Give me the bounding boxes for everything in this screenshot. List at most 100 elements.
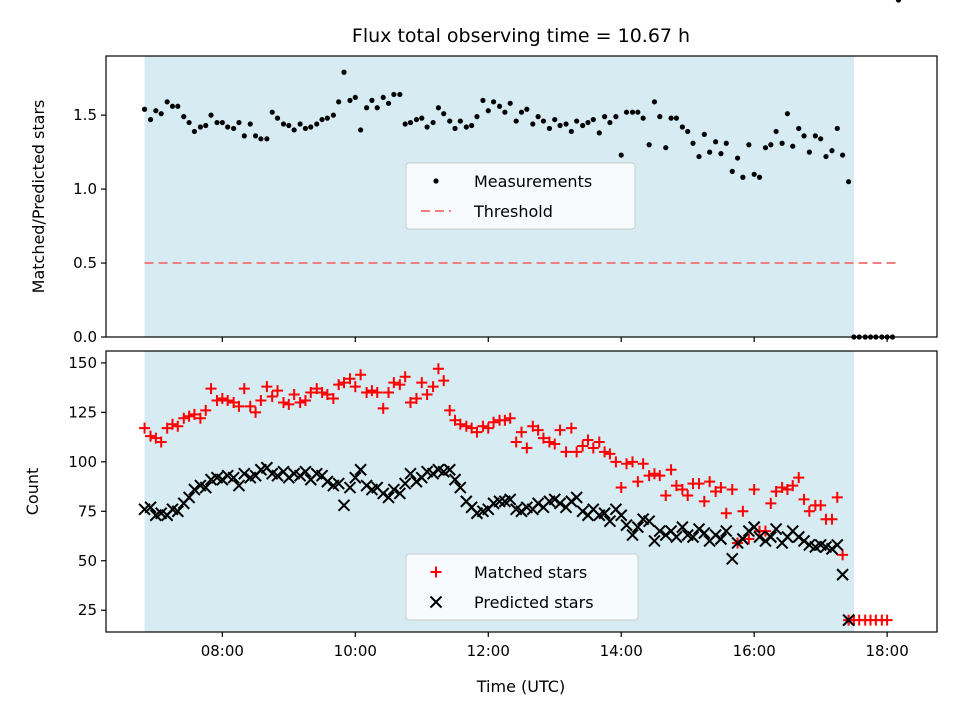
data-point	[643, 470, 655, 482]
data-point	[653, 524, 666, 538]
data-point	[430, 119, 436, 126]
data-point	[582, 434, 594, 446]
data-point	[543, 436, 555, 448]
data-point	[668, 115, 674, 121]
data-point	[629, 109, 636, 115]
data-point	[344, 373, 356, 385]
data-point	[231, 125, 237, 132]
data-point	[211, 394, 223, 406]
data-point	[280, 121, 287, 127]
data-point	[158, 111, 164, 117]
data-point	[704, 476, 716, 488]
data-point	[343, 481, 357, 494]
data-point	[399, 371, 411, 383]
data-point	[355, 369, 367, 381]
data-point	[435, 105, 441, 111]
data-point	[233, 400, 245, 412]
y-tick-label: 150	[68, 354, 97, 372]
data-point	[272, 385, 284, 397]
data-point	[299, 394, 311, 406]
data-point	[302, 125, 309, 132]
data-point	[530, 121, 536, 127]
y-tick-label: 0.0	[73, 328, 97, 346]
data-point	[169, 103, 176, 109]
legend: Matched stars Predicted stars	[405, 553, 639, 621]
data-point	[352, 94, 358, 101]
data-point	[803, 505, 815, 517]
data-point	[502, 109, 508, 115]
data-point	[278, 396, 290, 408]
data-point	[258, 136, 264, 142]
data-point	[332, 477, 345, 490]
data-point	[834, 125, 840, 132]
data-point	[837, 549, 849, 561]
data-point	[454, 481, 467, 494]
data-point	[227, 471, 240, 484]
data-point	[524, 106, 530, 112]
data-point	[188, 483, 201, 496]
data-point	[493, 495, 506, 508]
data-point	[618, 152, 624, 158]
data-point	[670, 480, 682, 492]
data-point	[518, 109, 525, 115]
y-tick-label: 125	[68, 403, 97, 421]
data-point	[469, 122, 475, 129]
data-point	[397, 91, 403, 98]
data-point	[554, 424, 566, 436]
data-point	[477, 420, 489, 432]
data-point	[341, 69, 347, 75]
data-point	[250, 406, 262, 418]
data-point	[321, 389, 333, 401]
data-point	[336, 99, 342, 105]
data-point	[599, 446, 611, 458]
data-point	[194, 412, 206, 424]
data-point	[333, 379, 345, 391]
data-point	[698, 495, 710, 507]
data-point	[818, 136, 824, 142]
data-point	[308, 124, 314, 130]
legend-label: Threshold	[473, 202, 553, 221]
data-point	[549, 438, 561, 450]
data-point	[646, 142, 652, 148]
data-point	[540, 118, 547, 124]
series-measurements	[141, 0, 902, 340]
data-point	[471, 426, 483, 438]
data-point	[349, 381, 361, 393]
data-point	[751, 171, 757, 177]
data-point	[286, 122, 292, 129]
data-point	[264, 136, 270, 142]
data-point	[354, 463, 367, 476]
data-point	[648, 534, 661, 548]
data-point	[779, 140, 785, 146]
data-point	[764, 530, 778, 544]
data-point	[604, 448, 616, 460]
data-point	[364, 105, 370, 111]
data-point	[685, 128, 691, 135]
data-point	[398, 477, 412, 490]
data-point	[503, 493, 517, 506]
data-point	[826, 513, 838, 525]
data-point	[806, 149, 812, 155]
data-point	[746, 142, 752, 148]
data-point	[570, 491, 583, 504]
data-point	[748, 484, 760, 496]
legend-box	[405, 162, 636, 230]
data-point	[191, 128, 198, 135]
data-point	[673, 115, 679, 121]
data-point	[327, 392, 339, 404]
data-point	[729, 168, 735, 174]
data-point	[560, 446, 572, 458]
data-point	[720, 507, 732, 519]
data-point	[720, 524, 733, 538]
data-point	[261, 381, 273, 393]
data-point	[635, 109, 641, 115]
y-tick-label: 0.5	[73, 254, 97, 272]
data-point	[690, 140, 696, 146]
data-point	[686, 530, 700, 544]
x-axis-label: Time (UTC)	[476, 677, 565, 696]
data-point	[660, 489, 672, 501]
data-point	[141, 106, 148, 112]
data-point	[499, 414, 511, 426]
data-point	[563, 121, 569, 127]
